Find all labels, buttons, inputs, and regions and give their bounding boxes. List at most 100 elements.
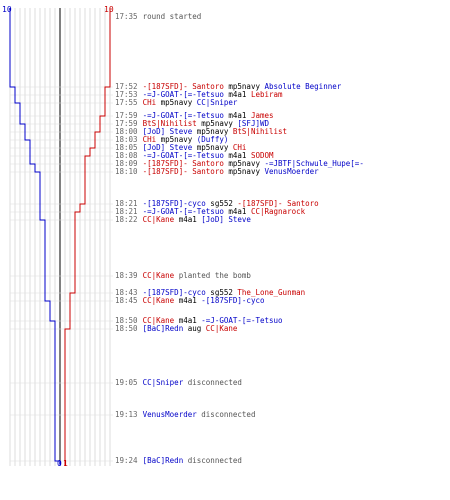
log-action-text: m4a1 — [174, 316, 202, 325]
log-row: 19:24 [BaC]Redn disconnected — [115, 456, 242, 466]
log-row: 17:52 -[187SFD]- Santoro mp5navy Absolute… — [115, 82, 341, 92]
player-name: VenusMoerder — [264, 167, 319, 176]
log-row: 18:10 -[187SFD]- Santoro mp5navy VenusMoe… — [115, 167, 319, 177]
log-time: 18:00 — [115, 127, 138, 136]
log-time: 19:24 — [115, 456, 138, 465]
log-row: 17:59 -=J-GOAT-[=-Tetsuo m4a1 James — [115, 111, 274, 121]
player-name: CC|Kane — [205, 324, 238, 333]
player-name: CHi — [142, 98, 157, 107]
player-name: CC|Kane — [142, 316, 175, 325]
player-name: CHi — [232, 143, 247, 152]
score-label-top-left: 10 — [2, 5, 12, 14]
log-row: 18:21 -=J-GOAT-[=-Tetsuo m4a1 CC|Ragnaroc… — [115, 207, 305, 217]
log-time: 18:05 — [115, 143, 138, 152]
log-row: 18:45 CC|Kane m4a1 -[187SFD]-cyco — [115, 296, 265, 306]
log-action-text: mp5navy — [223, 159, 265, 168]
log-action-text: m4a1 — [223, 151, 251, 160]
player-name: [JoD] Steve — [142, 143, 193, 152]
player-name: Absolute Beginner — [264, 82, 342, 91]
player-name: -[187SFD]- Santoro — [142, 82, 224, 91]
log-action-text: mp5navy — [223, 82, 265, 91]
log-action-text: round started — [142, 12, 202, 21]
log-action-text: mp5navy — [192, 143, 233, 152]
log-action-text: m4a1 — [223, 207, 251, 216]
log-row: 18:09 -[187SFD]- Santoro mp5navy -=JBTF|S… — [115, 159, 364, 169]
log-action-text: disconnected — [183, 456, 242, 465]
log-time: 18:21 — [115, 207, 138, 216]
player-name: CC|Kane — [142, 296, 175, 305]
log-time: 18:50 — [115, 316, 138, 325]
player-name: SODOM — [250, 151, 274, 160]
log-action-text: mp5navy — [196, 119, 238, 128]
log-time: 17:59 — [115, 111, 138, 120]
player-name: [BaC]Redn — [142, 324, 184, 333]
player-name: James — [250, 111, 274, 120]
player-name: The_Lone_Gunman — [237, 288, 306, 297]
log-time: 19:05 — [115, 378, 138, 387]
player-name: [BaC]Redn — [142, 456, 184, 465]
log-row: 18:05 [JoD] Steve mp5navy CHi — [115, 143, 246, 153]
log-row: 17:55 CHi mp5navy CC|Sniper — [115, 98, 237, 108]
player-name: CC|Ragnarock — [250, 207, 306, 216]
player-name: BtS|Nihilist — [142, 119, 197, 128]
player-name: [SFJ]WD — [237, 119, 270, 128]
log-action-text: mp5navy — [156, 135, 197, 144]
player-name: -[187SFD]-cyco — [201, 296, 265, 305]
log-time: 17:52 — [115, 82, 138, 91]
score-label-bottom-left: 0 — [57, 459, 62, 468]
log-action-text: disconnected — [183, 378, 242, 387]
log-row: 17:35 round started — [115, 12, 201, 22]
log-row: 17:53 -=J-GOAT-[=-Tetsuo m4a1 Lebiram — [115, 90, 283, 100]
log-row: 18:43 -[187SFD]-cyco sg552 The_Lone_Gunma… — [115, 288, 305, 298]
log-row: 18:50 [BaC]Redn aug CC|Kane — [115, 324, 237, 334]
player-name: -=J-GOAT-[=-Tetsuo — [201, 316, 283, 325]
player-name: CHi — [142, 135, 157, 144]
player-name: BtS|Nihilist — [232, 127, 288, 136]
log-time: 18:39 — [115, 271, 138, 280]
player-name: (Duffy) — [196, 135, 229, 144]
player-name: -[187SFD]-cyco — [142, 199, 206, 208]
log-row: 19:05 CC|Sniper disconnected — [115, 378, 242, 388]
counter-terrorist-alive-line — [64, 8, 111, 466]
log-action-text: sg552 — [205, 288, 238, 297]
player-name: -[187SFD]- Santoro — [142, 167, 224, 176]
player-name: -[187SFD]-cyco — [142, 288, 206, 297]
player-name: -[187SFD]- Santoro — [237, 199, 319, 208]
player-name: CC|Sniper — [196, 98, 238, 107]
log-row: 18:50 CC|Kane m4a1 -=J-GOAT-[=-Tetsuo — [115, 316, 283, 326]
log-time: 18:10 — [115, 167, 138, 176]
score-label-bottom-right: 1 — [63, 459, 68, 468]
log-time: 17:59 — [115, 119, 138, 128]
player-name: CC|Sniper — [142, 378, 184, 387]
log-time: 18:08 — [115, 151, 138, 160]
log-time: 19:13 — [115, 410, 138, 419]
score-label-top-right: 10 — [104, 5, 114, 14]
player-name: -=JBTF|Schwule_Hupe[=- — [264, 159, 364, 168]
log-action-text: sg552 — [205, 199, 238, 208]
log-time: 18:21 — [115, 199, 138, 208]
log-row: 18:39 CC|Kane planted the bomb — [115, 271, 251, 281]
log-action-text: m4a1 — [174, 296, 202, 305]
player-name: -=J-GOAT-[=-Tetsuo — [142, 207, 224, 216]
log-action-text: m4a1 — [223, 111, 251, 120]
player-name: VenusMoerder — [142, 410, 197, 419]
log-row: 18:00 [JoD] Steve mp5navy BtS|Nihilist — [115, 127, 287, 137]
log-action-text: m4a1 — [223, 90, 251, 99]
log-row: 19:13 VenusMoerder disconnected — [115, 410, 255, 420]
player-name: -=J-GOAT-[=-Tetsuo — [142, 151, 224, 160]
log-row: 18:21 -[187SFD]-cyco sg552 -[187SFD]- San… — [115, 199, 319, 209]
log-time: 18:45 — [115, 296, 138, 305]
log-time: 18:09 — [115, 159, 138, 168]
player-name: CC|Kane — [142, 271, 175, 280]
log-time: 17:35 — [115, 12, 138, 21]
player-name: [JoD] Steve — [142, 127, 193, 136]
log-time: 18:50 — [115, 324, 138, 333]
log-time: 18:22 — [115, 215, 138, 224]
player-name: -=J-GOAT-[=-Tetsuo — [142, 111, 224, 120]
player-name: CC|Kane — [142, 215, 175, 224]
terrorist-alive-line — [9, 8, 61, 466]
log-action-text: mp5navy — [192, 127, 233, 136]
log-time: 18:03 — [115, 135, 138, 144]
